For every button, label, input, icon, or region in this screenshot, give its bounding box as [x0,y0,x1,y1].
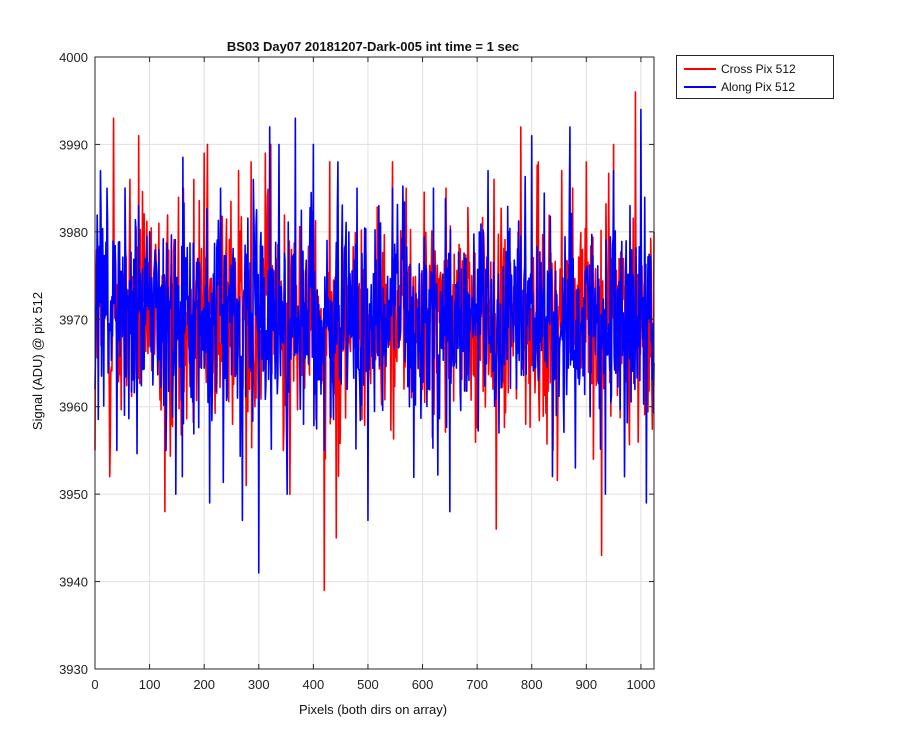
y-axis-label: Signal (ADU) @ pix 512 [30,292,45,430]
x-tick-label: 1000 [626,677,655,692]
y-tick-label: 3950 [59,487,88,502]
x-axis-label: Pixels (both dirs on array) [299,702,447,717]
y-tick-label: 3930 [59,662,88,677]
y-tick-label: 3970 [59,312,88,327]
x-tick-label: 200 [193,677,215,692]
y-tick-label: 3960 [59,400,88,415]
x-tick-label: 300 [248,677,270,692]
x-tick-label: 600 [412,677,434,692]
legend-label-cross: Cross Pix 512 [721,62,796,76]
plot-area [94,91,655,592]
axes: 0 100 200 300 400 500 600 700 800 900 1000 3930 3940… [59,50,655,692]
axes-box [94,56,655,670]
y-tick-label: 4000 [59,50,88,65]
x-tick-label: 800 [521,677,543,692]
legend-swatch-cross [684,68,716,70]
legend-swatch-along [684,86,716,88]
x-tick-label: 400 [303,677,325,692]
x-tick-label: 100 [139,677,161,692]
series-line-1 [94,108,655,574]
x-tick-label: 0 [91,677,98,692]
x-tick-label: 900 [575,677,597,692]
y-tick-label: 3990 [59,137,88,152]
chart-title: BS03 Day07 20181207-Dark-005 int time = … [227,39,519,54]
legend-label-along: Along Pix 512 [721,80,796,94]
y-tick-label: 3980 [59,225,88,240]
y-tick-label: 3940 [59,575,88,590]
legend-item-along: Along Pix 512 [677,79,833,95]
legend-item-cross: Cross Pix 512 [677,61,833,77]
legend: Cross Pix 512 Along Pix 512 [676,55,834,99]
x-tick-label: 500 [357,677,379,692]
x-tick-label: 700 [466,677,488,692]
